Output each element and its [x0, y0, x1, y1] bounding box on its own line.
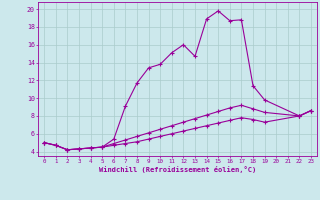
- X-axis label: Windchill (Refroidissement éolien,°C): Windchill (Refroidissement éolien,°C): [99, 166, 256, 173]
